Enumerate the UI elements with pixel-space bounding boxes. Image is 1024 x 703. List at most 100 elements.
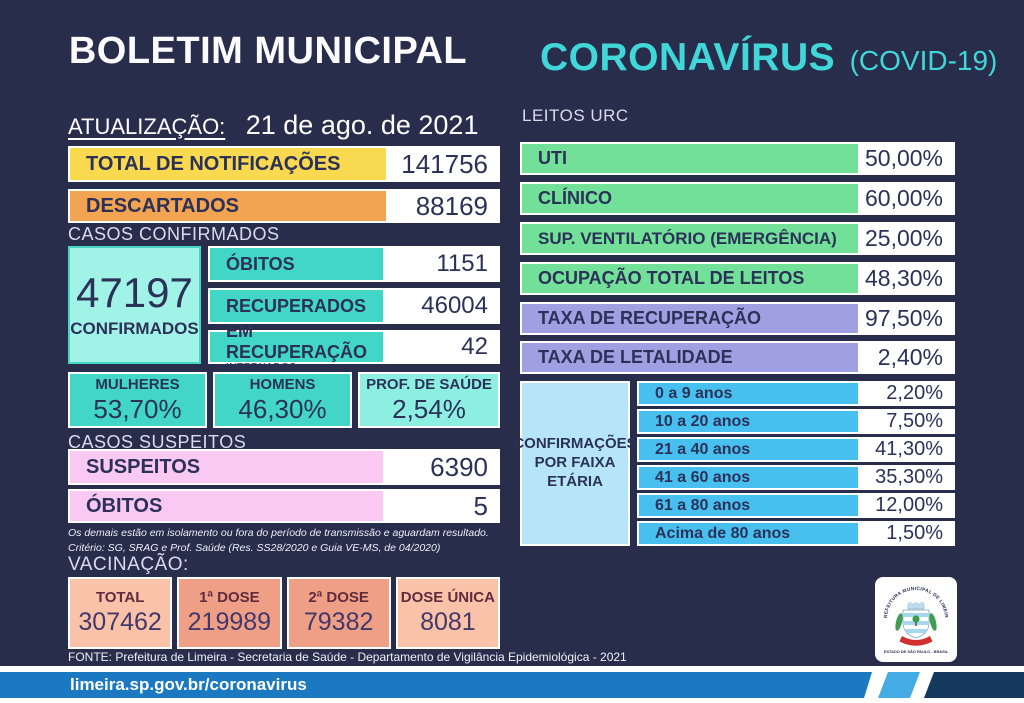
health-workers-value: 2,54% xyxy=(392,393,466,424)
women-label: MULHERES xyxy=(95,375,180,393)
suspect-deaths-label: ÓBITOS xyxy=(86,494,163,517)
age-row-21-40: 21 a 40 anos 41,30% xyxy=(637,437,955,462)
age-80-plus-value: 1,50% xyxy=(858,522,953,544)
lethality-rate-value: 2,40% xyxy=(858,343,953,372)
total-notifications-label: TOTAL DE NOTIFICAÇÕES xyxy=(86,152,341,175)
total-notifications-value: 141756 xyxy=(386,148,498,180)
icu-value: 50,00% xyxy=(858,144,953,173)
total-occupancy-label: OCUPAÇÃO TOTAL DE LEITOS xyxy=(538,268,805,288)
confirmed-section-label: CASOS CONFIRMADOS xyxy=(68,224,280,244)
suspects-label: SUSPEITOS xyxy=(86,455,201,478)
footer-accent-dark xyxy=(924,672,1024,698)
vaccination-dose2-cell: 2ª DOSE 79382 xyxy=(286,577,391,649)
age-41-60-value: 35,30% xyxy=(858,466,953,488)
age-10-20-label: 10 a 20 anos xyxy=(655,412,751,430)
update-row: ATUALIZAÇÃO: 21 de ago. de 2021 xyxy=(68,110,478,141)
total-occupancy-value: 48,30% xyxy=(858,264,953,293)
vaccination-dose2-value: 79382 xyxy=(303,608,374,636)
confirmed-total-box: 47197 CONFIRMADOS xyxy=(68,246,201,364)
recovered-row: RECUPERADOS 46004 xyxy=(208,288,500,324)
clinical-bar: CLÍNICO 60,00% xyxy=(520,182,955,215)
vaccination-dose2-label: 2ª DOSE xyxy=(308,589,369,606)
deaths-value: 1151 xyxy=(383,248,498,280)
lethality-rate-label: TAXA DE LETALIDADE xyxy=(538,347,733,367)
beds-section-label: LEITOS URC xyxy=(522,106,629,125)
age-21-40-value: 41,30% xyxy=(858,438,953,460)
in-recovery-label: EM RECUPERAÇÃO INTERNADOS xyxy=(210,321,383,373)
vaccination-dose1-label: 1ª DOSE xyxy=(199,589,260,606)
age-10-20-value: 7,50% xyxy=(858,410,953,432)
age-row-61-80: 61 a 80 anos 12,00% xyxy=(637,493,955,518)
ventilatory-value: 25,00% xyxy=(858,224,953,253)
in-recovery-value: 42 xyxy=(383,332,498,362)
municipal-seal: PREFEITURA MUNICIPAL DE LIMEIRA ESTADO D… xyxy=(873,573,957,662)
ventilatory-label: SUP. VENTILATÓRIO (EMERGÊNCIA) xyxy=(538,228,837,248)
men-label: HOMENS xyxy=(249,375,316,393)
covid19-subtitle: (COVID-19) xyxy=(849,45,998,76)
discarded-value: 88169 xyxy=(386,191,498,221)
discarded-label: DESCARTADOS xyxy=(86,194,239,217)
vaccination-single-dose-label: DOSE ÚNICA xyxy=(400,589,495,606)
coronavirus-title: CORONAVÍRUS (COVID-19) xyxy=(540,36,997,80)
footer-url-link[interactable]: limeira.sp.gov.br/coronavirus xyxy=(70,675,307,694)
age-0-9-value: 2,20% xyxy=(858,382,953,404)
age-61-80-label: 61 a 80 anos xyxy=(655,496,751,514)
confirmed-total-value: 47197 xyxy=(76,268,193,316)
recovered-label: RECUPERADOS xyxy=(226,295,367,316)
update-label: ATUALIZAÇÃO: xyxy=(68,114,226,139)
vaccination-single-dose-value: 8081 xyxy=(420,608,476,636)
men-box: HOMENS 46,30% xyxy=(213,372,352,428)
total-occupancy-bar: OCUPAÇÃO TOTAL DE LEITOS 48,30% xyxy=(520,262,955,295)
vaccination-section-label: VACINAÇÃO: xyxy=(68,554,189,575)
confirmed-total-label: CONFIRMADOS xyxy=(70,319,199,339)
discarded-bar: DESCARTADOS 88169 xyxy=(68,189,500,223)
suspects-section-label: CASOS SUSPEITOS xyxy=(68,432,247,452)
vaccination-total-cell: TOTAL 307462 xyxy=(68,577,173,649)
coat-of-arms-icon: PREFEITURA MUNICIPAL DE LIMEIRA ESTADO D… xyxy=(873,573,949,654)
criteria-note-line1: Os demais estão em isolamento ou fora do… xyxy=(68,527,489,539)
in-recovery-row: EM RECUPERAÇÃO INTERNADOS 42 xyxy=(208,321,500,373)
recovery-rate-bar: TAXA DE RECUPERAÇÃO 97,50% xyxy=(520,302,955,335)
seal-sub-text: ESTADO DE SÃO PAULO - BRASIL xyxy=(884,649,949,654)
age-table-header: CONFIRMAÇÕES POR FAIXA ETÁRIA xyxy=(513,381,637,546)
coronavirus-title-main: CORONAVÍRUS xyxy=(540,36,836,79)
page-title: BOLETIM MUNICIPAL xyxy=(68,30,468,72)
ventilatory-bar: SUP. VENTILATÓRIO (EMERGÊNCIA) 25,00% xyxy=(520,222,955,255)
recovery-rate-label: TAXA DE RECUPERAÇÃO xyxy=(538,308,762,328)
age-row-0-9: 0 a 9 anos 2,20% xyxy=(637,381,955,406)
recovered-value: 46004 xyxy=(383,290,498,322)
vaccination-total-value: 307462 xyxy=(78,608,162,636)
age-row-80-plus: Acima de 80 anos 1,50% xyxy=(637,521,955,546)
age-21-40-label: 21 a 40 anos xyxy=(655,440,751,458)
suspects-row: SUSPEITOS 6390 xyxy=(68,449,500,485)
vaccination-single-dose-cell: DOSE ÚNICA 8081 xyxy=(395,577,500,649)
age-row-10-20: 10 a 20 anos 7,50% xyxy=(637,409,955,434)
footer-accent-light xyxy=(878,672,920,698)
lethality-rate-bar: TAXA DE LETALIDADE 2,40% xyxy=(520,341,955,374)
in-recovery-label-main: EM RECUPERAÇÃO xyxy=(226,321,368,362)
in-recovery-label-sub: INTERNADOS xyxy=(226,362,297,373)
vaccination-table: TOTAL 307462 1ª DOSE 219989 2ª DOSE 7938… xyxy=(68,577,500,649)
clinical-label: CLÍNICO xyxy=(538,188,612,208)
health-workers-label: PROF. DE SAÚDE xyxy=(366,375,492,393)
deaths-row: ÓBITOS 1151 xyxy=(208,246,500,282)
icu-label: UTI xyxy=(538,148,567,168)
age-41-60-label: 41 a 60 anos xyxy=(655,468,751,486)
total-notifications-bar: TOTAL DE NOTIFICAÇÕES 141756 xyxy=(68,146,500,182)
vaccination-dose1-cell: 1ª DOSE 219989 xyxy=(177,577,282,649)
age-80-plus-label: Acima de 80 anos xyxy=(655,524,791,542)
footer-divider xyxy=(0,666,1024,672)
women-value: 53,70% xyxy=(93,393,182,424)
suspects-value: 6390 xyxy=(383,451,498,483)
clinical-value: 60,00% xyxy=(858,184,953,213)
criteria-note-line2: Critério: SG, SRAG e Prof. Saúde (Res. S… xyxy=(68,541,441,554)
recovery-rate-value: 97,50% xyxy=(858,304,953,333)
suspect-deaths-row: ÓBITOS 5 xyxy=(68,489,500,523)
men-value: 46,30% xyxy=(238,393,327,424)
women-box: MULHERES 53,70% xyxy=(68,372,207,428)
vaccination-dose1-value: 219989 xyxy=(187,608,272,636)
suspect-deaths-value: 5 xyxy=(383,491,498,521)
vaccination-total-label: TOTAL xyxy=(95,589,145,606)
age-row-41-60: 41 a 60 anos 35,30% xyxy=(637,465,955,490)
